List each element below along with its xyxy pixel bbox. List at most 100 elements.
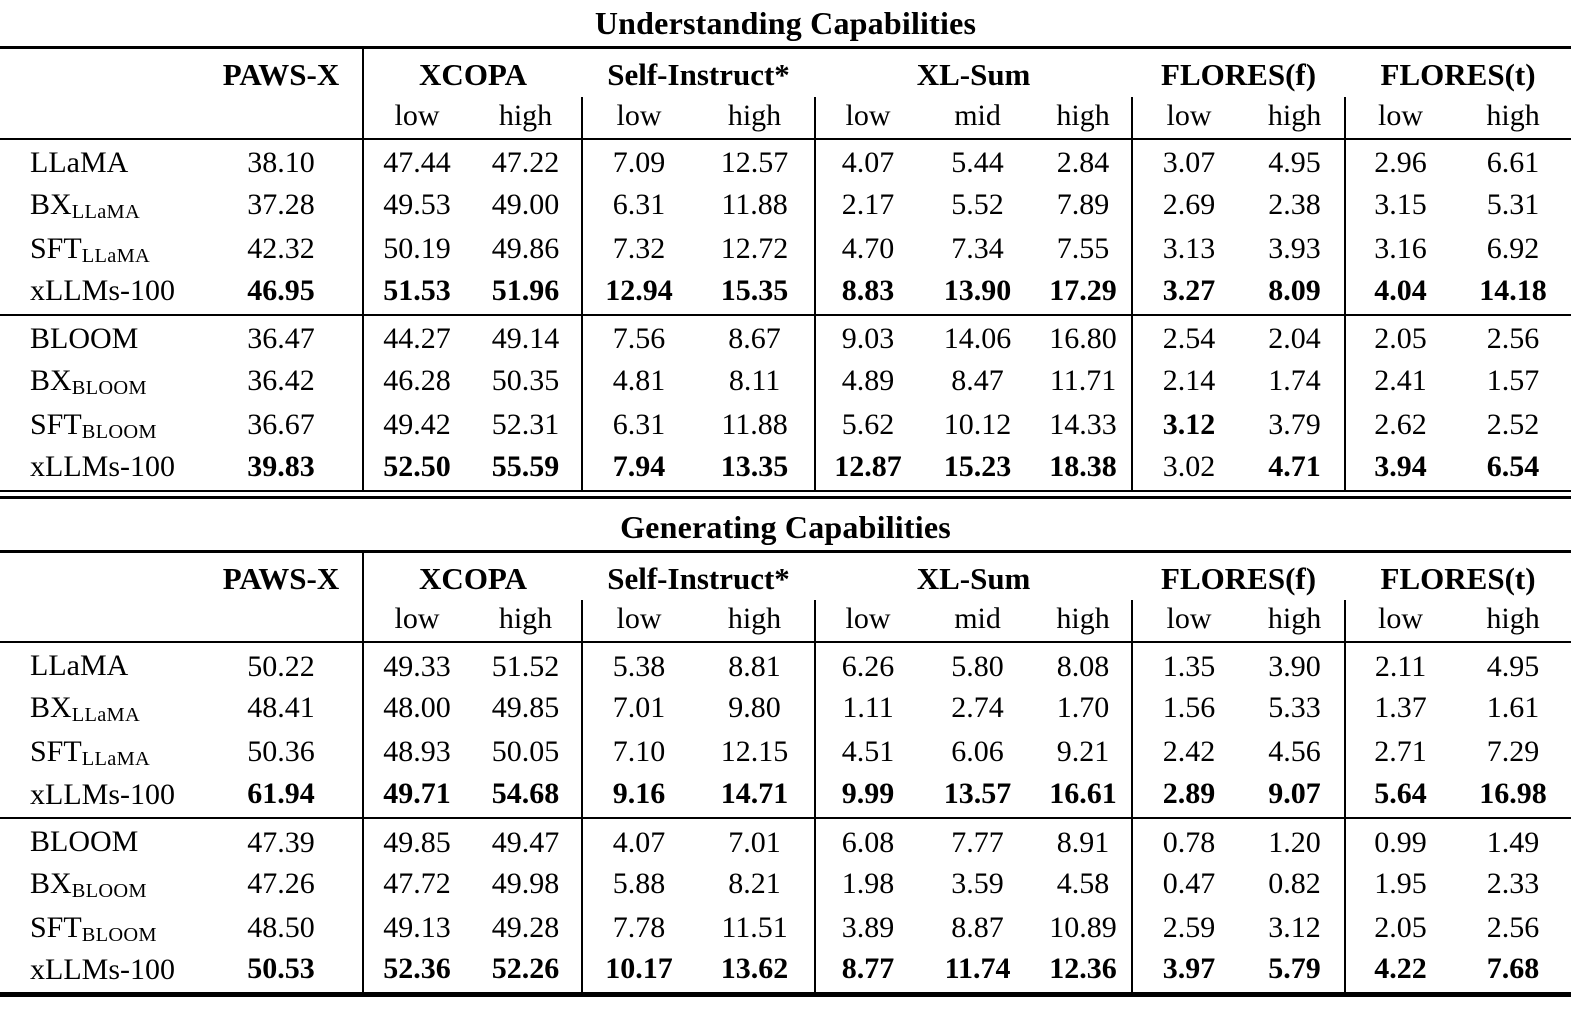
value-cell: 47.44 [362,138,470,183]
row-label-subscript: LLaMA [81,748,151,771]
value-cell: 44.27 [362,314,470,359]
value-cell: 16.61 [1049,777,1117,810]
value-cell: 7.89 [1056,187,1110,221]
subcolumn-flores-f-high: high [1267,602,1322,635]
table-row-xllms-100: xLLMs-100 39.83 52.50 55.59 7.94 13.35 12.87 15… [0,446,1571,491]
value-cell: 2.84 [1056,146,1110,179]
value-cell: 4.51 [814,730,921,774]
row-label-xllms-100: xLLMs-100 [30,450,175,483]
generating-capabilities-section: Generating Capabilities PAWS-X XCOPA Self-… [0,506,1571,997]
subcolumn-flores-t-high: high [1486,602,1540,635]
value-cell: 7.55 [1056,231,1110,265]
understanding-table-wrapper: PAWS-X XCOPA Self-Instruct* XL-Sum FLORES(f)… [0,46,1571,499]
row-label-bx-bloom: BXBLOOM [30,363,147,399]
value-cell: 13.90 [943,273,1012,307]
value-cell: 1.61 [1486,691,1540,724]
row-label-bloom: BLOOM [30,825,139,858]
value-cell: 0.47 [1131,862,1246,906]
value-cell: 3.02 [1131,446,1246,491]
value-cell: 4.04 [1344,270,1456,315]
value-cell: 48.41 [247,691,315,724]
value-cell: 37.28 [247,187,315,221]
subcolumn-flores-f-high: high [1267,98,1322,132]
value-cell: 1.98 [814,862,921,906]
value-cell: 7.09 [581,138,696,183]
value-cell: 11.88 [721,187,788,221]
table-row-xllms-100: xLLMs-100 61.94 49.71 54.68 9.16 14.71 9.99 13.… [0,774,1571,818]
generating-table-wrapper: PAWS-X XCOPA Self-Instruct* XL-Sum FLORES(f)… [0,549,1571,997]
value-cell: 6.31 [581,182,696,227]
value-cell: 2.89 [1131,774,1246,818]
subcolumn-self-instruct-low: low [581,600,696,642]
table-row-sft-bloom: SFTBLOOM 48.50 49.13 49.28 7.78 11.51 3.89 8.87… [0,906,1571,950]
value-cell: 3.90 [1268,649,1321,683]
value-cell: 6.26 [814,642,921,686]
value-cell: 7.32 [581,226,696,271]
value-cell: 4.81 [581,358,696,403]
value-cell: 8.11 [728,363,781,397]
value-cell: 4.58 [1056,867,1110,900]
value-cell: 4.56 [1268,735,1321,768]
subcolumn-blank-paws-x [200,97,363,139]
value-cell: 1.35 [1131,642,1246,686]
value-cell: 49.98 [491,867,560,900]
value-cell: 14.71 [720,777,789,810]
subcolumn-xl-sum-mid: mid [954,98,1001,132]
value-cell: 1.57 [1486,363,1540,397]
value-cell: 9.16 [581,774,696,818]
value-cell: 10.12 [943,407,1012,441]
value-cell: 13.57 [943,777,1012,810]
value-cell: 4.22 [1344,950,1456,994]
value-cell: 8.83 [814,270,921,315]
subcolumn-xl-sum-mid: mid [954,602,1001,635]
value-cell: 4.07 [814,138,921,183]
value-cell: 61.94 [247,777,315,810]
value-cell: 5.88 [581,862,696,906]
subcolumn-xcopa-low: low [362,600,470,642]
value-cell: 15.23 [943,449,1012,483]
value-cell: 47.72 [362,862,470,906]
table-row-bloom: BLOOM 36.47 44.27 49.14 7.56 8.67 9.03 14.06 16.… [0,314,1571,359]
value-cell: 4.95 [1486,649,1540,683]
value-cell: 6.61 [1486,146,1540,179]
value-cell: 3.07 [1131,138,1246,183]
table-row-llama: LLaMA 50.22 49.33 51.52 5.38 8.81 6.26 5.80 8.08… [0,642,1571,686]
column-group-row: PAWS-X XCOPA Self-Instruct* XL-Sum FLORES(f)… [0,47,1571,97]
generating-capabilities-title: Generating Capabilities [620,508,951,545]
value-cell: 11.74 [944,952,1011,986]
value-cell: 4.07 [581,818,696,862]
value-cell: 50.36 [247,735,315,768]
row-label-header-blank [0,551,200,600]
value-cell: 51.96 [491,273,560,307]
value-cell: 1.56 [1131,686,1246,730]
value-cell: 49.28 [491,911,560,944]
value-cell: 0.99 [1344,818,1456,862]
value-cell: 2.56 [1486,911,1540,944]
row-label-subscript: LLaMA [71,200,141,223]
table-row-bx-bloom: BXBLOOM 47.26 47.72 49.98 5.88 8.21 1.98 3.59 4.… [0,862,1571,906]
value-cell: 1.11 [814,686,921,730]
subcolumn-xcopa-high: high [498,602,553,635]
value-cell: 5.31 [1486,187,1540,221]
row-label-subscript: LLaMA [81,244,151,267]
subcolumn-row: low high low high low mid high low high low high [0,96,1571,139]
value-cell: 3.15 [1344,182,1456,227]
value-cell: 5.79 [1268,952,1321,986]
value-cell: 6.06 [951,735,1004,768]
value-cell: 52.31 [491,407,560,441]
value-cell: 2.59 [1131,906,1246,950]
value-cell: 49.85 [362,818,470,862]
column-group-flores-f: FLORES(f) [1161,560,1317,596]
value-cell: 46.28 [362,358,470,403]
value-cell: 7.01 [581,686,696,730]
value-cell: 7.68 [1486,952,1540,986]
model-block-1: LLaMA 38.10 47.44 47.22 7.09 12.57 4.07 5.44 2.8… [0,138,1571,315]
row-label-subheader-blank [0,97,200,139]
value-cell: 38.10 [247,146,315,179]
value-cell: 50.19 [362,226,470,271]
value-cell: 6.92 [1486,231,1540,265]
value-cell: 4.95 [1268,146,1321,179]
value-cell: 8.91 [1056,825,1110,859]
value-cell: 3.12 [1268,911,1321,944]
value-cell: 7.29 [1486,735,1540,768]
